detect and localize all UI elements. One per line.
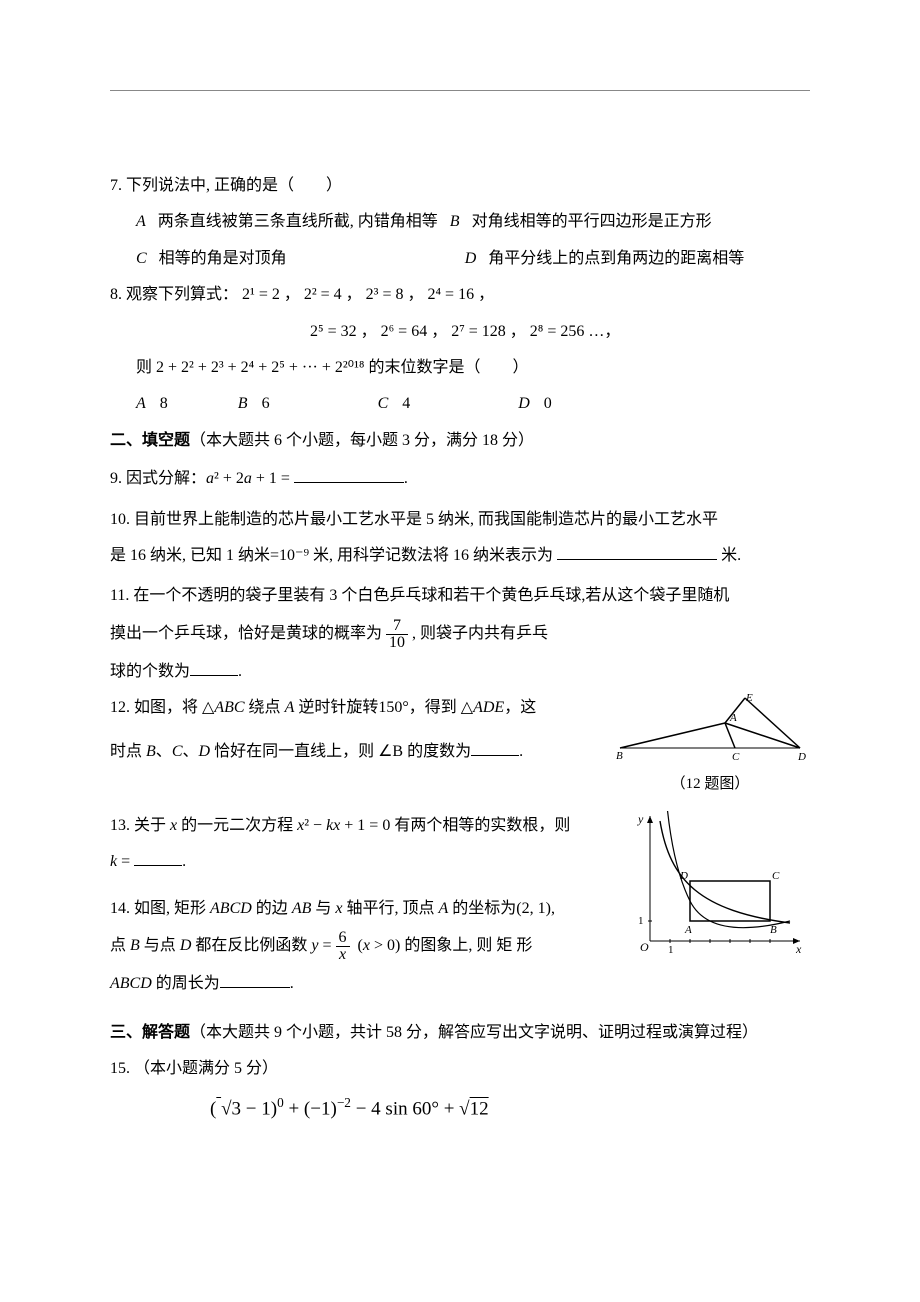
q8-prefix-text: 8. 观察下列算式：: [110, 286, 238, 303]
q14-frac-d: x: [336, 947, 350, 963]
q14-l2: 点 B 与点 D 都在反比例函数 y = 6x (x > 0) 的图象上, 则 …: [110, 930, 630, 963]
q13-q14-row: 13. 关于 x 的一元二次方程 x² − kx + 1 = 0 有两个相等的实…: [110, 811, 810, 1000]
section3-head: 三、解答题（本大题共 9 个小题，共计 58 分，解答应写出文字说明、证明过程或…: [110, 1018, 810, 1048]
svg-text:D: D: [679, 870, 688, 882]
q10-l2: 是 16 纳米, 已知 1 纳米=10⁻⁹ 米, 用科学记数法将 16 纳米表示…: [110, 541, 810, 571]
svg-text:A: A: [729, 712, 737, 724]
svg-text:C: C: [732, 751, 740, 763]
q11-frac: 710: [386, 618, 408, 651]
q8-a-val: 8: [160, 395, 168, 412]
svg-text:D: D: [797, 751, 806, 763]
q8-expr1: 2¹ = 2 ， 2² = 4 ， 2³ = 8 ， 2⁴ = 16 ，: [242, 286, 494, 303]
svg-text:x: x: [795, 942, 802, 956]
q10-l2a: 是 16 纳米, 已知 1 纳米=10⁻⁹ 米, 用科学记数法将 16 纳米表示…: [110, 547, 553, 564]
q7-stem: 7. 下列说法中, 正确的是（ ）: [110, 171, 810, 201]
q7-d-label: D: [465, 250, 477, 267]
q12-figure: B C D A E （12 题图）: [610, 693, 810, 793]
svg-text:B: B: [616, 750, 623, 762]
section2-sub: （本大题共 6 个小题，每小题 3 分，满分 18 分）: [190, 432, 534, 449]
q13-l1: 13. 关于 x 的一元二次方程 x² − kx + 1 = 0 有两个相等的实…: [110, 811, 630, 841]
q7-b-label: B: [450, 213, 460, 230]
q10-l1: 10. 目前世界上能制造的芯片最小工艺水平是 5 纳米, 而我国能制造芯片的最小…: [110, 505, 810, 535]
svg-text:E: E: [745, 693, 753, 704]
svg-text:A: A: [684, 924, 692, 936]
q7-d-text: 角平分线上的点到角两边的距离相等: [488, 250, 744, 267]
q8-b-val: 6: [262, 395, 270, 412]
q7-c-label: C: [136, 250, 147, 267]
q12-l2: 时点 B、C、D 恰好在同一直线上，则 ∠B 的度数为.: [110, 737, 610, 767]
q11-frac-d: 10: [386, 635, 408, 651]
q11-blank: [190, 675, 238, 676]
q13-l2: k = .: [110, 847, 630, 877]
q10-blank: [557, 559, 717, 560]
q9: 9. 因式分解：a² + 2a + 1 = .: [110, 464, 810, 494]
q8-expr2: 2⁵ = 32 ， 2⁶ = 64 ， 2⁷ = 128 ， 2⁸ = 256 …: [310, 317, 810, 347]
q11-l2b: , 则袋子内共有乒乓: [412, 625, 548, 642]
q15-head: 15. （本小题满分 5 分）: [110, 1054, 810, 1084]
section2-title: 二、填空题: [110, 432, 190, 449]
q9-blank: [294, 482, 404, 483]
q11-l3: 球的个数为.: [110, 657, 810, 687]
svg-text:1: 1: [638, 915, 644, 927]
q7-a-label: A: [136, 213, 146, 230]
q7-row2: C 相等的角是对顶角 D 角平分线上的点到角两边的距离相等: [136, 244, 810, 274]
q14-blank: [220, 987, 290, 988]
q11-l2: 摸出一个乒乓球，恰好是黄球的概率为 710 , 则袋子内共有乒乓: [110, 618, 810, 651]
q8-stem-prefix: 8. 观察下列算式： 2¹ = 2 ， 2² = 4 ， 2³ = 8 ， 2⁴…: [110, 280, 810, 310]
q8-c-val: 4: [402, 395, 410, 412]
q11-l2a: 摸出一个乒乓球，恰好是黄球的概率为: [110, 625, 382, 642]
q8-choices: A8 B6 C4 D0: [136, 389, 810, 419]
q14-frac-n: 6: [336, 930, 350, 947]
q12-l1: 12. 如图，将 △ABC 绕点 A 逆时针旋转150°，得到 △ADE，这: [110, 693, 610, 723]
q7-row1: A 两条直线被第三条直线所截, 内错角相等 B 对角线相等的平行四边形是正方形: [136, 207, 810, 237]
q7-b-text: 对角线相等的平行四边形是正方形: [472, 213, 712, 230]
svg-text:B: B: [770, 924, 777, 936]
svg-text:y: y: [637, 812, 644, 826]
q13-blank: [134, 865, 182, 866]
q11-frac-n: 7: [386, 618, 408, 635]
q8-c-label: C: [378, 395, 389, 412]
q12-caption: （12 题图）: [610, 772, 810, 793]
q15-expr: ( √3 − 1)0 + (−1)−2 − 4 sin 60° + √12: [210, 1090, 810, 1127]
q11-l3-text: 球的个数为: [110, 663, 190, 680]
q8-d-label: D: [518, 395, 530, 412]
q14-l3: ABCD 的周长为.: [110, 969, 630, 999]
q7-a-text: 两条直线被第三条直线所截, 内错角相等: [158, 213, 438, 230]
q14-l1: 14. 如图, 矩形 ABCD 的边 AB 与 x 轴平行, 顶点 A 的坐标为…: [110, 894, 630, 924]
q12-row: 12. 如图，将 △ABC 绕点 A 逆时针旋转150°，得到 △ADE，这 时…: [110, 693, 810, 793]
q9-text: 9. 因式分解：a² + 2a + 1 =: [110, 470, 294, 487]
page-divider: [110, 90, 810, 91]
section2-head: 二、填空题（本大题共 6 个小题，每小题 3 分，满分 18 分）: [110, 426, 810, 456]
q8-b-label: B: [238, 395, 248, 412]
q12-blank: [471, 755, 519, 756]
q7-c-text: 相等的角是对顶角: [159, 250, 287, 267]
q14-figure: O 1 1 x y A B C D: [630, 811, 810, 966]
svg-text:C: C: [772, 870, 780, 882]
svg-text:1: 1: [668, 944, 674, 956]
q14-frac: 6x: [336, 930, 350, 963]
q11-l1: 11. 在一个不透明的袋子里装有 3 个白色乒乓球和若干个黄色乒乓球,若从这个袋…: [110, 581, 810, 611]
section3-title: 三、解答题: [110, 1024, 190, 1041]
q8-a-label: A: [136, 395, 146, 412]
q8-suffix: 则 2 + 2² + 2³ + 2⁴ + 2⁵ + ··· + 2²⁰¹⁸ 的末…: [136, 353, 810, 383]
svg-text:O: O: [640, 940, 649, 954]
section3-sub: （本大题共 9 个小题，共计 58 分，解答应写出文字说明、证明过程或演算过程）: [190, 1024, 758, 1041]
q10-l2b: 米.: [721, 547, 741, 564]
q8-d-val: 0: [544, 395, 552, 412]
